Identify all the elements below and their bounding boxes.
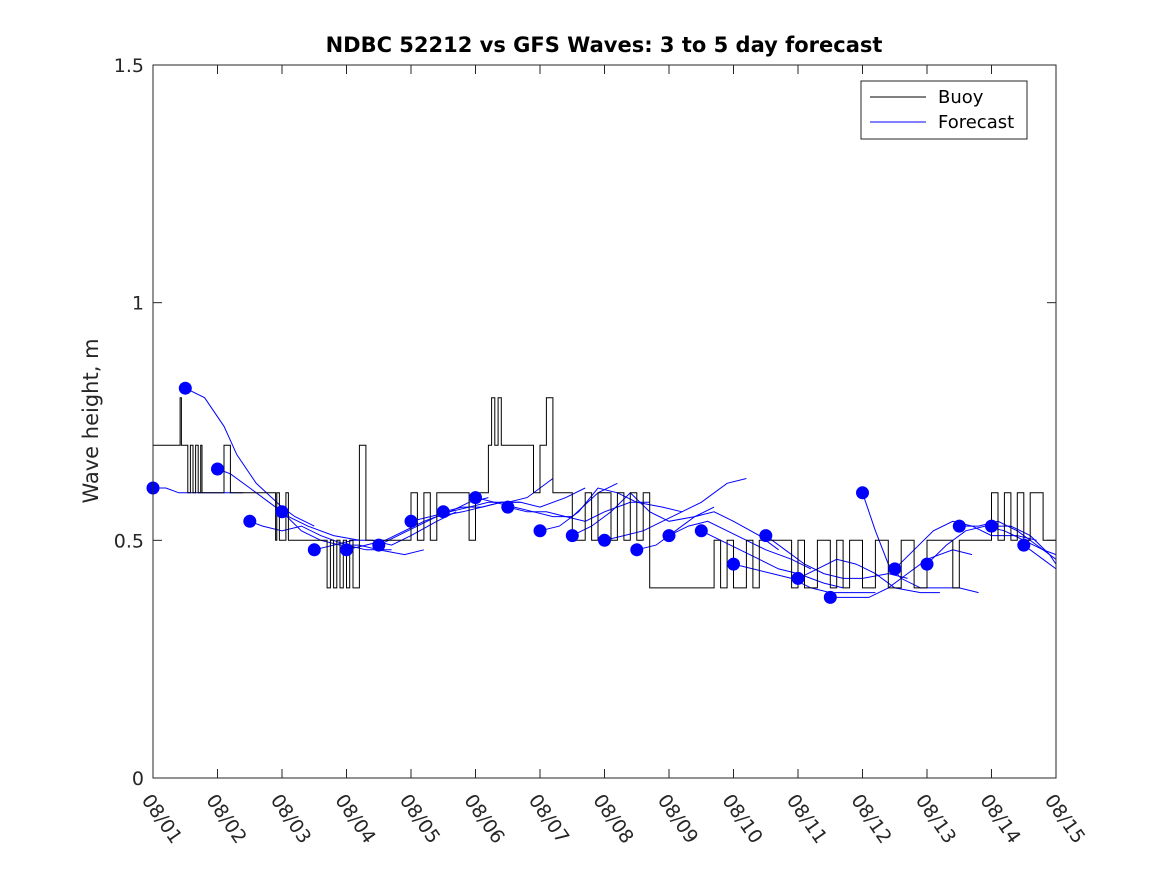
- forecast-marker: [823, 590, 837, 604]
- forecast-marker: [856, 486, 869, 500]
- forecast-line: [249, 520, 392, 551]
- forecast-marker: [178, 381, 192, 395]
- forecast-markers: [146, 381, 1031, 604]
- forecast-line: [572, 492, 715, 537]
- forecast-marker: [307, 543, 321, 557]
- forecast-line: [830, 549, 973, 598]
- forecast-line: [410, 478, 554, 522]
- forecast-marker: [985, 519, 998, 533]
- forecast-marker: [952, 519, 966, 533]
- legend: Buoy Forecast: [860, 80, 1028, 140]
- forecast-marker: [404, 514, 418, 528]
- forecast-marker: [598, 533, 611, 547]
- forecast-marker: [1017, 538, 1031, 552]
- forecast-marker: [275, 505, 289, 519]
- forecast-marker: [436, 505, 450, 519]
- forecast-line: [539, 487, 683, 532]
- forecast-marker: [920, 557, 934, 571]
- y-tick-label: 1.5: [114, 55, 144, 77]
- forecast-line: [604, 478, 747, 541]
- y-axis-label: Wave height, m: [79, 338, 103, 503]
- forecast-marker: [694, 524, 708, 538]
- legend-box: [860, 80, 1028, 140]
- forecast-line: [701, 530, 844, 589]
- buoy-series: [153, 397, 1056, 589]
- forecast-marker: [243, 514, 257, 528]
- forecast-line: [475, 482, 618, 518]
- y-tick-label: 0.5: [114, 530, 144, 552]
- buoy-line: [153, 397, 1056, 589]
- forecast-marker: [565, 529, 579, 543]
- forecast-marker: [533, 524, 547, 538]
- forecast-line: [668, 520, 812, 570]
- forecast-line: [507, 501, 650, 522]
- forecast-line: [185, 387, 315, 527]
- forecast-marker: [888, 562, 902, 576]
- forecast-marker: [662, 529, 676, 543]
- forecast-marker: [340, 543, 353, 557]
- forecast-marker: [469, 491, 482, 505]
- forecast-marker: [727, 557, 740, 571]
- forecast-line: [797, 558, 940, 594]
- forecast-marker: [372, 538, 386, 552]
- forecast-line: [1023, 544, 1057, 570]
- chart-title: NDBC 52212 vs GFS Waves: 3 to 5 day fore…: [326, 33, 883, 57]
- forecast-marker: [501, 500, 515, 514]
- y-axis-ticks: 0 0.5 1 1.5: [114, 55, 1056, 790]
- forecast-marker: [630, 543, 644, 557]
- legend-buoy-label: Buoy: [938, 87, 984, 108]
- legend-forecast-label: Forecast: [938, 112, 1014, 133]
- forecast-line: [636, 511, 779, 551]
- forecast-line: [765, 535, 908, 579]
- forecast-marker: [791, 571, 805, 585]
- y-tick-label: 0: [132, 768, 144, 790]
- forecast-marker: [211, 462, 224, 476]
- plot-area: [153, 65, 1056, 778]
- y-tick-label: 1: [132, 293, 144, 315]
- forecast-marker: [759, 529, 773, 543]
